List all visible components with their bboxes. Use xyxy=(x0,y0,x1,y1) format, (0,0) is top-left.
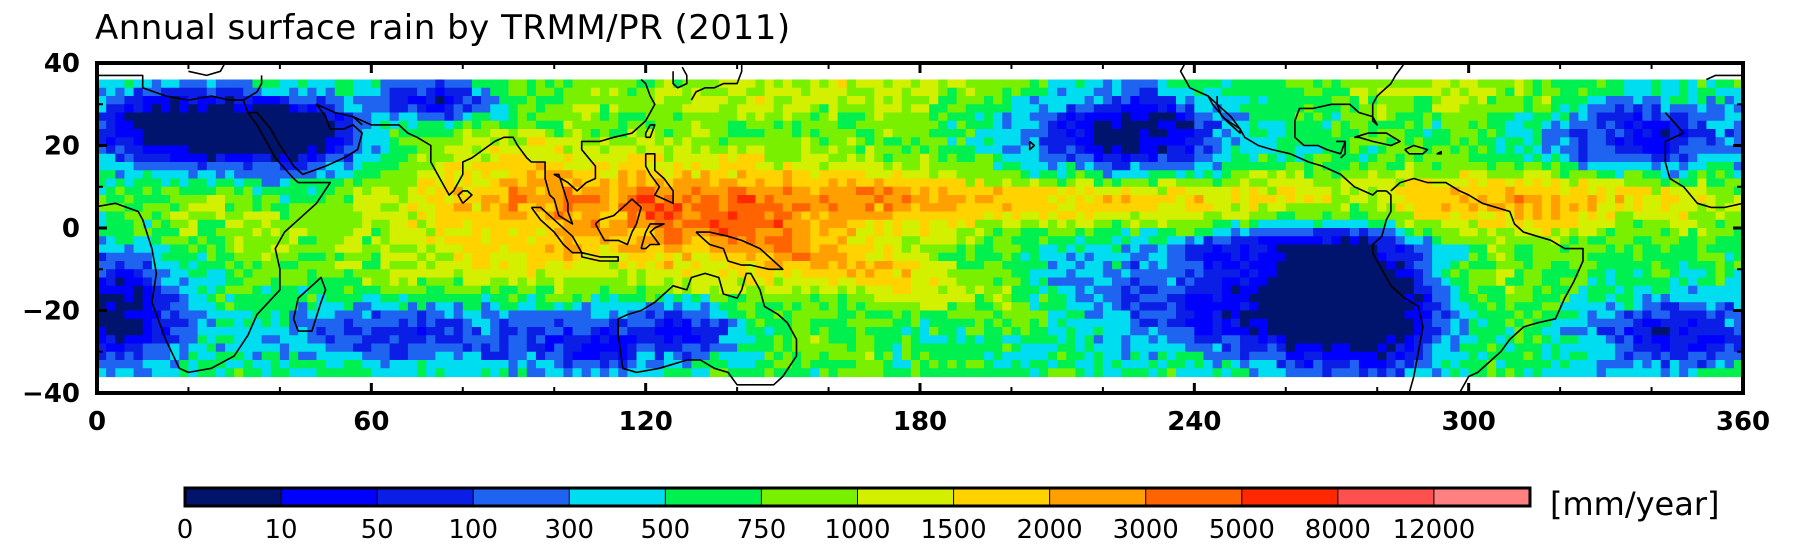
colorbar: 0 10 50 100 300 500 750 1000 1500 2000 3000 5000 800… xyxy=(177,488,1531,545)
colorbar-swatch xyxy=(281,488,378,506)
colorbar-label: 1500 xyxy=(920,515,986,545)
y-tick-label: 20 xyxy=(44,132,80,162)
rain-raster xyxy=(97,80,1744,378)
y-tick-label: 0 xyxy=(62,214,80,244)
colorbar-label: 8000 xyxy=(1305,515,1371,545)
y-tick-label: 40 xyxy=(44,49,80,79)
colorbar-swatch xyxy=(954,488,1051,506)
colorbar-swatch xyxy=(761,488,858,506)
colorbar-label: 750 xyxy=(737,515,787,545)
colorbar-label: 10 xyxy=(265,515,298,545)
colorbar-swatch xyxy=(473,488,570,506)
x-tick-label: 0 xyxy=(88,407,106,437)
x-tick-label: 120 xyxy=(619,407,673,437)
x-tick-label: 300 xyxy=(1442,407,1496,437)
colorbar-label: 100 xyxy=(448,515,498,545)
colorbar-swatch xyxy=(377,488,474,506)
x-tick-label: 60 xyxy=(353,407,389,437)
colorbar-label: 300 xyxy=(544,515,594,545)
colorbar-swatch xyxy=(569,488,666,506)
colorbar-swatch xyxy=(1338,488,1435,506)
colorbar-label: 5000 xyxy=(1209,515,1275,545)
y-tick-label: −20 xyxy=(22,297,80,327)
colorbar-label: 2000 xyxy=(1017,515,1083,545)
coastline-segment xyxy=(1706,75,1743,79)
colorbar-swatch xyxy=(665,488,762,506)
colorbar-swatch xyxy=(1242,488,1339,506)
colorbar-swatch xyxy=(858,488,955,506)
colorbar-swatch xyxy=(185,488,282,506)
colorbar-label: 50 xyxy=(361,515,394,545)
colorbar-label: 12000 xyxy=(1393,515,1476,545)
x-tick-label: 240 xyxy=(1167,407,1221,437)
colorbar-unit: [mm/year] xyxy=(1550,485,1719,523)
x-tick-label: 360 xyxy=(1716,407,1770,437)
colorbar-swatch xyxy=(1050,488,1147,506)
colorbar-label: 3000 xyxy=(1113,515,1179,545)
colorbar-label: 1000 xyxy=(824,515,890,545)
x-tick-label: 180 xyxy=(893,407,947,437)
colorbar-swatch xyxy=(1146,488,1243,506)
colorbar-swatch xyxy=(1434,488,1531,506)
colorbar-label: 500 xyxy=(641,515,691,545)
colorbar-label: 0 xyxy=(177,515,194,545)
y-tick-label: −40 xyxy=(22,379,80,409)
